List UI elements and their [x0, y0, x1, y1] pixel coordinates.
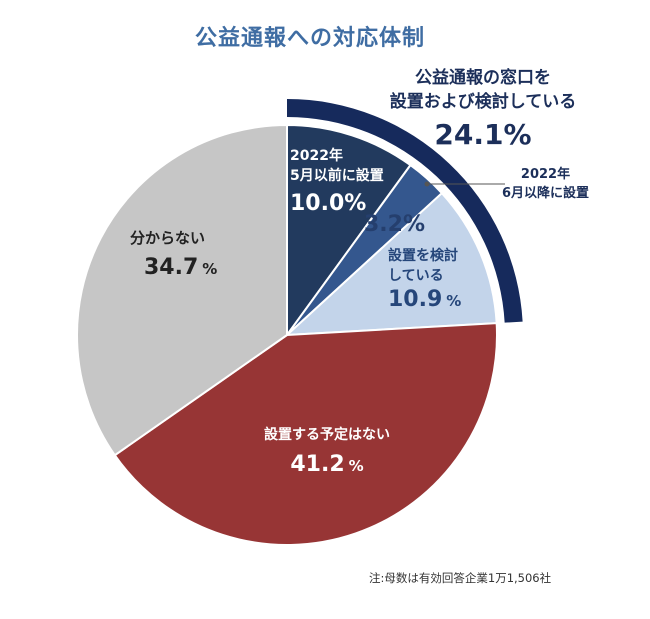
label-s3-line1: 設置を検討	[388, 248, 458, 264]
label-no-plan: 設置する予定はない 41.2%	[242, 425, 412, 480]
label-s4-pct: %	[348, 457, 364, 475]
chart-title: 公益通報への対応体制	[194, 26, 425, 51]
label-considering: 設置を検討 している 10.9%	[388, 246, 461, 315]
slice-2022-before-may	[286, 123, 412, 339]
footnote: 注:母数は有効回答企業1万1,506社	[369, 571, 552, 585]
label-s5-pct: %	[202, 260, 218, 278]
label-2022-before-may: 2022年 5月以前に設置 10.0%	[290, 146, 384, 218]
label-s3-line2: している	[388, 268, 444, 284]
label-s1-line1: 2022年	[290, 148, 343, 164]
label-s5-line1: 分からない	[130, 229, 206, 247]
slice-no-plan	[113, 322, 498, 546]
label-s2-line1: 2022年	[520, 167, 571, 182]
slice-unknown	[76, 123, 288, 457]
label-s5-value: 34.7	[144, 255, 199, 280]
label-s1-value: 10.0%	[290, 191, 367, 216]
label-s1-line2: 5月以前に設置	[290, 168, 384, 184]
group-callout-value: 24.1%	[434, 118, 532, 151]
label-s2-line2: 6月以降に設置	[502, 186, 590, 201]
label-s2-value-wrap: 3.2%	[364, 211, 425, 239]
label-s3-value: 10.9	[388, 287, 443, 312]
group-callout: 公益通報の窓口を 設置および検討している 24.1%	[318, 66, 648, 154]
label-s3-value-row: 10.9%	[388, 286, 461, 315]
label-unknown: 分からない 34.7%	[130, 228, 217, 283]
label-s4-value-row: 41.2%	[242, 451, 412, 480]
label-s4-value: 41.2	[290, 452, 345, 477]
slice-considering	[284, 191, 498, 337]
label-s4-line1: 設置する予定はない	[264, 427, 390, 443]
label-s2-value: 3.2%	[364, 212, 426, 237]
label-s5-value-row: 34.7%	[144, 254, 217, 283]
label-2022-after-june: 2022年 6月以降に設置	[502, 165, 589, 203]
group-arc-band	[287, 99, 523, 323]
group-callout-line1: 公益通報の窓口を	[415, 68, 551, 88]
label-s3-pct: %	[446, 292, 462, 310]
group-callout-line2: 設置および検討している	[389, 92, 577, 112]
leader-dot	[424, 181, 430, 187]
